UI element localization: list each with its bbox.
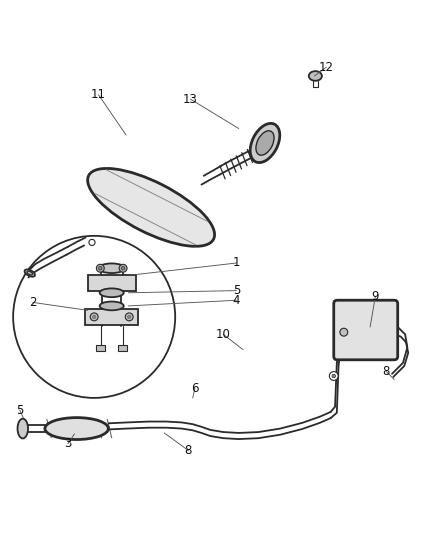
Ellipse shape	[250, 123, 280, 163]
Circle shape	[127, 315, 131, 319]
Ellipse shape	[99, 288, 124, 297]
Text: 1: 1	[233, 256, 240, 270]
FancyBboxPatch shape	[85, 309, 138, 325]
Text: 8: 8	[383, 365, 390, 378]
Text: 10: 10	[216, 328, 231, 341]
Ellipse shape	[99, 263, 125, 273]
FancyBboxPatch shape	[96, 345, 105, 351]
Circle shape	[90, 313, 98, 321]
Circle shape	[340, 328, 348, 336]
Text: 11: 11	[91, 88, 106, 101]
Ellipse shape	[18, 419, 28, 439]
Text: 4: 4	[233, 294, 240, 306]
FancyBboxPatch shape	[334, 300, 398, 360]
Circle shape	[96, 264, 104, 272]
Text: 6: 6	[191, 382, 199, 395]
Ellipse shape	[99, 302, 124, 310]
Text: 8: 8	[185, 444, 192, 457]
Ellipse shape	[309, 71, 322, 81]
Circle shape	[119, 264, 127, 272]
Circle shape	[89, 239, 95, 246]
Ellipse shape	[27, 271, 32, 275]
Text: 9: 9	[371, 290, 379, 303]
Circle shape	[121, 266, 125, 270]
Text: 12: 12	[319, 61, 334, 74]
Text: 5: 5	[16, 403, 23, 417]
Circle shape	[329, 372, 338, 381]
Text: 5: 5	[233, 284, 240, 297]
Circle shape	[332, 374, 336, 378]
Ellipse shape	[256, 131, 274, 155]
Circle shape	[92, 315, 96, 319]
Ellipse shape	[45, 418, 108, 440]
Ellipse shape	[25, 270, 35, 277]
Circle shape	[99, 266, 102, 270]
Text: 13: 13	[183, 93, 198, 106]
Circle shape	[13, 236, 175, 398]
FancyBboxPatch shape	[118, 345, 127, 351]
Circle shape	[125, 313, 133, 321]
FancyBboxPatch shape	[88, 275, 136, 291]
Text: 2: 2	[29, 296, 37, 309]
Ellipse shape	[88, 168, 215, 246]
Text: 3: 3	[64, 438, 71, 450]
